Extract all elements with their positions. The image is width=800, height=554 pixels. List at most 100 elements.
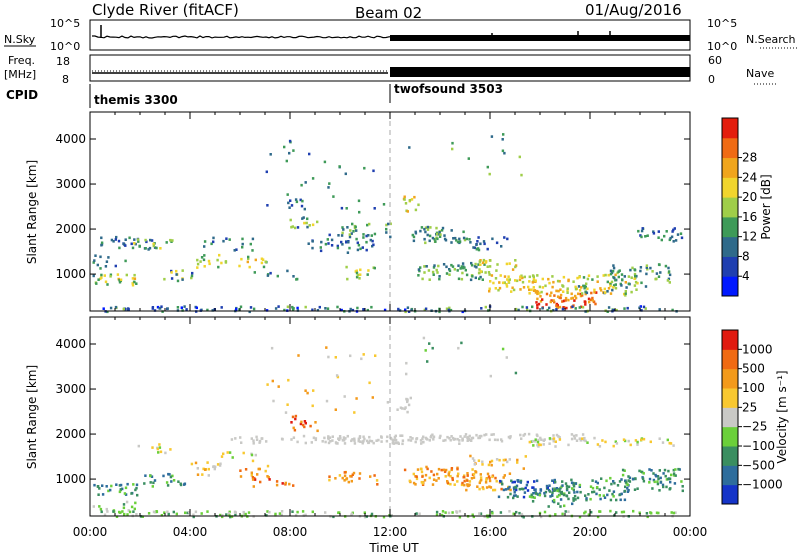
range-gate-cell xyxy=(292,426,295,430)
range-gate-cell xyxy=(242,451,245,455)
range-gate-cell xyxy=(401,434,404,437)
range-gate-cell xyxy=(509,435,512,438)
range-gate-cell xyxy=(667,469,670,473)
range-gate-cell xyxy=(336,305,339,309)
range-gate-cell xyxy=(663,468,667,472)
range-gate-cell xyxy=(528,288,531,292)
range-gate-cell xyxy=(470,477,474,480)
range-gate-cell xyxy=(537,493,540,496)
range-gate-cell xyxy=(509,492,512,496)
range-gate-cell xyxy=(623,275,626,278)
range-gate-cell xyxy=(617,275,620,279)
range-gate-cell xyxy=(578,485,581,488)
range-gate-cell xyxy=(157,451,160,454)
range-gate-cell xyxy=(274,307,278,310)
range-gate-cell xyxy=(579,439,582,442)
range-gate-cell xyxy=(252,307,256,311)
range-gate-cell xyxy=(578,483,582,487)
range-gate-cell xyxy=(165,481,169,484)
range-gate-cell xyxy=(467,157,470,160)
range-gate-cell xyxy=(577,292,580,296)
range-gate-cell xyxy=(242,513,246,516)
range-gate-cell xyxy=(634,274,637,278)
range-gate-cell xyxy=(415,437,418,441)
range-gate-cell xyxy=(346,434,349,438)
range-gate-cell xyxy=(295,278,298,281)
range-gate-cell xyxy=(626,487,629,490)
range-gate-cell xyxy=(399,434,402,437)
range-gate-cell xyxy=(465,273,469,277)
range-gate-cell xyxy=(603,486,606,490)
range-gate-cell xyxy=(556,304,559,307)
range-gate-cell xyxy=(250,453,254,457)
range-gate-cell xyxy=(199,260,202,263)
range-gate-cell xyxy=(355,269,358,273)
range-gate-cell xyxy=(451,265,455,268)
range-gate-cell xyxy=(269,153,272,156)
range-gate-cell xyxy=(638,511,641,515)
range-gate-cell xyxy=(376,483,379,486)
range-gate-cell xyxy=(271,379,274,383)
range-gate-cell xyxy=(578,289,582,292)
range-gate-cell xyxy=(656,480,659,483)
range-gate-cell xyxy=(458,442,461,445)
range-gate-cell xyxy=(497,495,501,499)
range-gate-cell xyxy=(471,457,475,460)
range-gate-cell xyxy=(642,472,645,475)
range-gate-cell xyxy=(240,257,243,261)
range-gate-cell xyxy=(576,490,579,494)
range-gate-cell xyxy=(447,308,450,312)
range-gate-cell xyxy=(551,275,554,278)
range-gate-cell xyxy=(478,487,481,491)
range-gate-cell xyxy=(495,269,498,272)
range-gate-cell xyxy=(546,486,549,489)
range-gate-cell xyxy=(477,459,481,462)
range-gate-cell xyxy=(433,237,436,241)
range-gate-cell xyxy=(516,495,519,498)
range-gate-cell xyxy=(465,237,468,241)
range-gate-cell xyxy=(444,511,447,514)
range-gate-cell xyxy=(270,346,274,350)
range-gate-cell xyxy=(627,275,631,278)
range-gate-cell xyxy=(341,243,344,246)
range-gate-cell xyxy=(478,434,481,438)
range-gate-cell xyxy=(368,439,372,443)
range-gate-cell xyxy=(397,307,400,311)
range-gate-cell xyxy=(466,436,469,439)
range-gate-cell xyxy=(371,396,374,399)
freq-traces xyxy=(92,67,690,77)
range-gate-cell xyxy=(507,485,510,489)
range-gate-cell xyxy=(194,461,198,465)
range-gate-cell xyxy=(451,436,455,440)
range-gate-cell xyxy=(585,282,588,286)
range-gate-cell xyxy=(170,271,173,274)
range-gate-cell xyxy=(206,308,209,312)
range-gate-cell xyxy=(344,437,347,440)
range-gate-cell xyxy=(354,225,357,229)
range-gate-cell xyxy=(449,308,453,312)
range-gate-cell xyxy=(112,510,115,513)
range-gate-cell xyxy=(470,436,474,440)
colorbar-swatch xyxy=(722,118,738,139)
range-gate-cell xyxy=(386,435,389,439)
range-gate-cell xyxy=(578,275,581,279)
range-gate-cell xyxy=(275,483,279,487)
range-gate-cell xyxy=(406,210,409,213)
range-gate-cell xyxy=(340,206,344,210)
range-gate-cell xyxy=(401,442,404,446)
range-gate-cell xyxy=(118,510,121,514)
range-gate-cell xyxy=(432,435,436,439)
range-gate-cell xyxy=(123,512,126,516)
range-gate-cell xyxy=(307,242,310,245)
range-gate-cell xyxy=(596,275,599,278)
range-gate-cell xyxy=(125,273,128,277)
range-gate-cell xyxy=(121,487,124,491)
range-gate-cell xyxy=(555,304,558,307)
range-gate-cell xyxy=(235,307,238,311)
range-gate-cell xyxy=(151,485,154,488)
range-gate-cell xyxy=(351,222,354,226)
range-gate-cell xyxy=(486,247,489,251)
range-gate-cell xyxy=(437,233,440,236)
range-gate-cell xyxy=(634,439,638,442)
